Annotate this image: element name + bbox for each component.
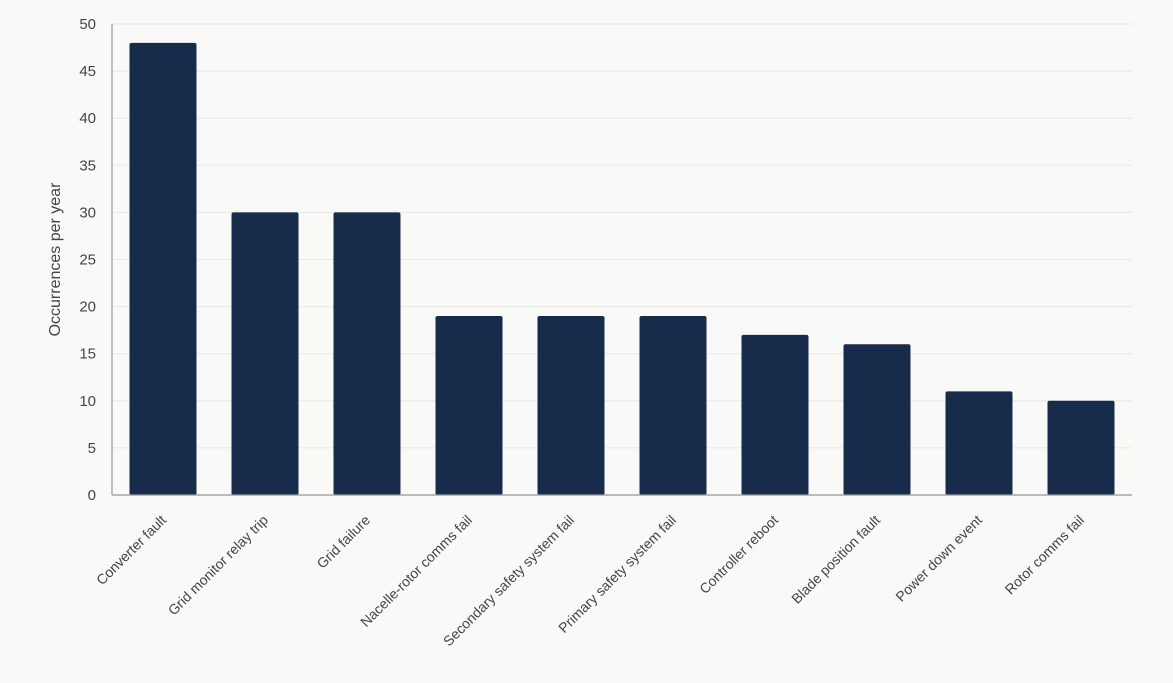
bar (537, 316, 605, 495)
bars (129, 42, 1115, 496)
y-tick-label: 30 (79, 204, 96, 221)
x-tick-label: Nacelle-rotor comms fail (357, 512, 475, 630)
bar (741, 334, 809, 495)
y-tick-label: 25 (79, 252, 96, 269)
axes (111, 24, 1132, 496)
y-tick-label: 45 (79, 63, 96, 80)
bar (231, 212, 299, 495)
x-tick-label: Converter fault (93, 512, 169, 588)
bar (1047, 400, 1115, 495)
bar (639, 316, 707, 495)
y-tick-labels: 0 5 10 15 20 25 30 35 40 45 50 (79, 16, 96, 504)
x-tick-label: Grid failure (313, 512, 373, 572)
bar (435, 316, 503, 495)
y-tick-label: 10 (79, 393, 96, 410)
y-tick-label: 35 (79, 157, 96, 174)
y-tick-label: 5 (88, 440, 96, 457)
x-tick-label: Grid monitor relay trip (165, 512, 272, 619)
bar (945, 391, 1013, 495)
y-axis-title: Occurrences per year (47, 182, 64, 337)
x-tick-label: Controller reboot (696, 512, 781, 597)
y-tick-label: 20 (79, 299, 96, 316)
y-tick-label: 0 (88, 487, 96, 504)
bar (333, 212, 401, 495)
x-tick-label: Primary safety system fail (555, 512, 679, 636)
x-tick-label: Blade position fault (788, 512, 883, 607)
y-tick-label: 50 (79, 16, 96, 33)
y-tick-label: 40 (79, 110, 96, 127)
bar (843, 344, 911, 495)
bar (129, 42, 197, 496)
y-tick-label: 15 (79, 346, 96, 363)
x-tick-label: Power down event (892, 512, 985, 605)
x-tick-label: Rotor comms fail (1002, 512, 1088, 598)
